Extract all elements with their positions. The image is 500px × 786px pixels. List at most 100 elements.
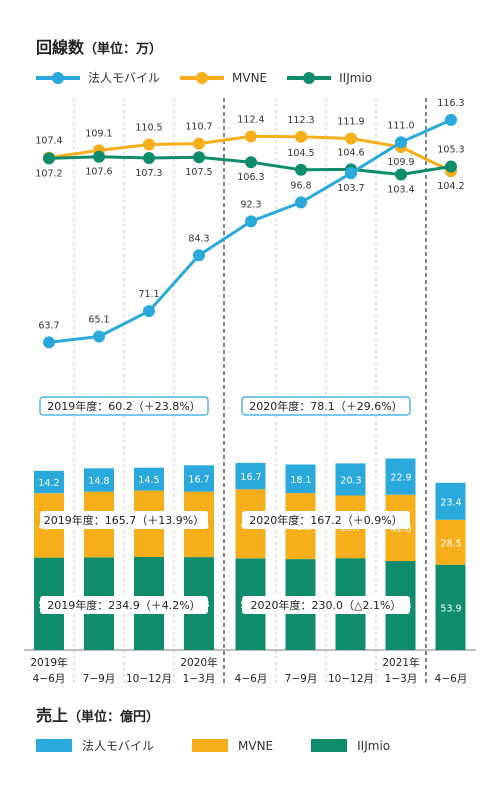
fiscal-total-label: 2019年度：60.2（＋23.8%）	[47, 399, 200, 413]
data-label-iijmio: 107.6	[85, 167, 112, 178]
point-iijmio	[295, 163, 307, 176]
fiscal-total-label: 2019年度：234.9（＋4.2%）	[47, 598, 200, 612]
x-tick-period: 1−3月	[385, 673, 418, 685]
point-corporate	[245, 215, 257, 228]
point-corporate	[93, 330, 105, 343]
point-corporate	[345, 167, 357, 180]
line-legend-mvne-label: MVNE	[232, 70, 268, 85]
bar-segment-corporate	[285, 464, 316, 494]
bar-segment-iijmio	[435, 564, 466, 650]
data-label-iijmio: 103.4	[387, 185, 414, 196]
bar-value-corporate: 16.7	[188, 475, 209, 486]
fiscal-total-label: 2019年度：165.7（＋13.9%）	[44, 513, 204, 527]
point-iijmio	[93, 150, 105, 163]
bar-chart-title: 売上（単位：億円）	[36, 702, 159, 726]
data-label-mvne: 112.3	[287, 115, 314, 126]
bar-value-corporate: 23.4	[440, 497, 461, 508]
data-label-corporate: 111.0	[387, 120, 414, 131]
point-corporate	[193, 249, 205, 262]
bar-segment-corporate	[184, 465, 214, 492]
series-line-corporate	[48, 118, 452, 344]
x-tick-period: 4−6月	[33, 673, 66, 685]
point-iijmio	[245, 156, 257, 169]
data-label-iijmio: 107.3	[135, 168, 162, 179]
data-label-mvne: 111.9	[337, 117, 364, 128]
point-iijmio	[143, 152, 155, 164]
bar-value-corporate: 22.9	[390, 473, 411, 484]
bar-value-mvne: 28.5	[440, 538, 461, 549]
line-legend-mvne-marker	[180, 71, 225, 84]
bar-segment-corporate	[235, 462, 266, 490]
x-tick-period: 10−12月	[328, 673, 374, 685]
bar-segment-mvne	[435, 519, 466, 565]
data-label-iijmio: 104.6	[337, 147, 364, 158]
data-label-corporate: 63.7	[38, 320, 59, 331]
line-legend-iijmio-marker	[287, 71, 332, 84]
data-label-mvne: 107.4	[35, 136, 62, 147]
point-corporate	[395, 136, 407, 149]
point-iijmio	[445, 160, 457, 173]
bar-legend-corporate-swatch	[36, 739, 72, 752]
data-label-mvne: 112.4	[237, 114, 264, 125]
line-chart-unit: （単位：万）	[84, 42, 163, 57]
fiscal-total-box	[241, 396, 411, 416]
line-legend: 法人モバイル MVNE IIJmio	[36, 69, 392, 86]
line-legend-iijmio: IIJmio	[287, 71, 372, 85]
data-label-corporate: 92.3	[240, 199, 261, 210]
bar-legend: 法人モバイル MVNE IIJmio	[36, 737, 410, 754]
line-legend-mvne: MVNE	[180, 71, 267, 85]
line-chart-title: 回線数（単位：万）	[36, 34, 162, 58]
line-legend-corporate-marker	[36, 71, 80, 84]
point-mvne	[345, 132, 357, 145]
point-mvne	[295, 130, 307, 143]
data-label-corporate: 84.3	[188, 233, 209, 244]
fiscal-total-box	[40, 596, 208, 614]
bar-legend-mvne: MVNE	[192, 739, 273, 753]
bar-legend-mvne-label: MVNE	[238, 738, 274, 753]
data-label-corporate: 71.1	[138, 289, 159, 300]
bar-value-corporate: 14.8	[88, 476, 109, 487]
bar-legend-corporate-label: 法人モバイル	[82, 739, 155, 753]
x-tick-period: 4−6月	[235, 673, 268, 685]
fiscal-total-box	[242, 596, 410, 614]
fiscal-total-label: 2020年度：78.1（＋29.6%）	[249, 399, 402, 413]
point-iijmio	[395, 168, 407, 181]
bar-value-corporate: 16.7	[240, 472, 261, 483]
point-mvne	[193, 137, 205, 150]
bar-value-iijmio: 53.9	[440, 603, 461, 614]
bar-segment-corporate	[385, 458, 416, 495]
bar-value-corporate: 20.3	[340, 475, 361, 486]
fiscal-total-box	[40, 511, 208, 529]
bar-chart-unit: （単位：億円）	[68, 710, 160, 725]
point-mvne	[245, 130, 257, 143]
bar-legend-iijmio: IIJmio	[311, 739, 390, 753]
bar-value-corporate: 18.1	[290, 475, 311, 486]
fiscal-total-label: 2020年度：230.0（△2.1%）	[251, 598, 402, 612]
data-label-mvne: 109.1	[85, 128, 112, 139]
data-label-mvne: 109.9	[387, 157, 414, 168]
line-legend-corporate-label: 法人モバイル	[88, 71, 161, 85]
bar-legend-corporate: 法人モバイル	[36, 737, 154, 754]
point-corporate	[143, 305, 155, 318]
point-corporate	[295, 196, 307, 209]
bar-chart-title-text: 売上	[36, 706, 69, 725]
point-iijmio	[193, 151, 205, 164]
bar-segment-corporate	[335, 463, 366, 496]
bar-legend-mvne-swatch	[192, 739, 229, 752]
x-tick-year: 2020年	[180, 656, 217, 669]
data-label-corporate: 103.7	[337, 183, 364, 194]
data-label-mvne: 110.7	[185, 122, 212, 133]
bar-legend-iijmio-label: IIJmio	[357, 738, 391, 753]
bar-segment-corporate	[134, 467, 164, 491]
data-label-mvne: 110.5	[135, 123, 162, 134]
point-iijmio	[43, 152, 55, 165]
data-label-iijmio: 106.3	[237, 172, 264, 183]
fiscal-total-box	[242, 511, 410, 529]
x-tick-year: 2021年	[382, 656, 419, 669]
x-tick-year: 2019年	[30, 656, 67, 669]
bar-legend-iijmio-swatch	[311, 739, 348, 752]
point-corporate	[445, 113, 457, 126]
line-legend-corporate: 法人モバイル	[36, 69, 160, 86]
data-label-iijmio: 104.5	[287, 148, 314, 159]
point-corporate	[43, 336, 55, 349]
